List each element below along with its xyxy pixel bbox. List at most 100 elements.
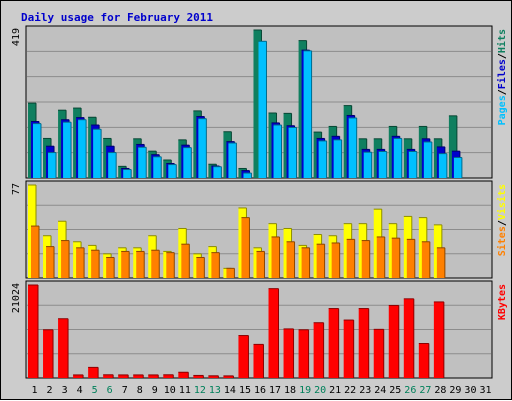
bar-pages — [123, 169, 132, 178]
bar-pages — [33, 123, 42, 178]
bar-kbytes — [103, 374, 114, 378]
x-tick-label: 14 — [224, 385, 236, 396]
bar-kbytes — [148, 374, 159, 378]
x-tick-label: 26 — [404, 385, 416, 396]
bar-kbytes — [163, 374, 174, 378]
bar-pages — [243, 172, 252, 178]
bar-pages — [213, 166, 222, 178]
x-tick-label: 30 — [464, 385, 476, 396]
bar-sites — [76, 247, 85, 278]
x-tick-label: 16 — [254, 385, 266, 396]
bar-pages — [333, 139, 343, 178]
legend-hits-files-pages: Pages/Files/Hits — [496, 29, 508, 125]
bar-pages — [273, 124, 283, 178]
bar-kbytes — [418, 342, 430, 378]
bar-sites — [181, 243, 190, 278]
x-tick-label: 9 — [152, 385, 158, 396]
x-tick-label: 6 — [107, 385, 113, 396]
bar-sites — [46, 246, 55, 278]
bar-pages — [423, 141, 433, 178]
bar-kbytes — [238, 335, 249, 378]
bar-sites — [166, 252, 175, 278]
bar-kbytes — [133, 374, 144, 378]
x-tick-label: 2 — [47, 385, 53, 396]
bar-kbytes — [43, 329, 54, 378]
legend-entry-hits: Hits — [496, 29, 508, 53]
bar-pages — [363, 151, 373, 178]
legend-entry-sites: Sites — [496, 226, 508, 256]
bar-sites — [241, 217, 250, 278]
bar-kbytes — [268, 288, 280, 378]
x-tick-label: 8 — [137, 385, 143, 396]
bar-pages — [258, 40, 267, 179]
bar-kbytes — [223, 375, 234, 378]
bar-kbytes — [328, 308, 340, 378]
x-tick-label: 22 — [344, 385, 356, 396]
bar-kbytes — [73, 374, 84, 378]
bar-pages — [78, 119, 87, 178]
bar-pages — [408, 151, 418, 178]
chart-title: Daily usage for February 2011 — [21, 11, 213, 24]
bar-pages — [153, 156, 162, 178]
bar-pages — [318, 140, 328, 178]
bar-pages — [63, 121, 72, 178]
bar-kbytes — [28, 284, 39, 378]
bar-pages — [183, 147, 192, 178]
x-tick-label: 17 — [269, 385, 281, 396]
bar-sites — [196, 256, 205, 278]
bar-pages — [168, 164, 177, 178]
bar-pages — [288, 126, 298, 178]
bar-sites — [106, 256, 115, 278]
bar-pages — [348, 117, 358, 178]
legend-kbytes: KBytes — [497, 284, 508, 320]
bars-visits-sites — [28, 184, 446, 278]
x-tick-label: 20 — [314, 385, 326, 396]
bar-sites — [391, 237, 401, 278]
x-tick-label: 11 — [179, 385, 191, 396]
x-tick-label: 15 — [239, 385, 251, 396]
bar-sites — [121, 250, 130, 278]
bar-sites — [286, 241, 296, 278]
bar-sites — [361, 240, 371, 278]
x-tick-label: 5 — [92, 385, 98, 396]
legend-entry-pages: Pages — [497, 95, 508, 125]
legend-separator: / — [497, 220, 508, 226]
bar-sites — [436, 247, 446, 278]
bar-kbytes — [283, 328, 295, 378]
bar-sites — [316, 243, 326, 278]
bar-sites — [136, 250, 145, 278]
x-tick-label: 10 — [164, 385, 176, 396]
bar-pages — [438, 153, 448, 178]
bar-kbytes — [313, 322, 325, 378]
x-tick-label: 25 — [389, 385, 401, 396]
x-tick-label: 24 — [374, 385, 386, 396]
bar-pages — [198, 118, 207, 178]
y-max-label: 419 — [11, 28, 22, 46]
bar-kbytes — [298, 329, 310, 378]
legend-separator: / — [497, 53, 508, 59]
bar-pages — [378, 151, 388, 178]
x-tick-label: 19 — [299, 385, 311, 396]
x-tick-label: 4 — [77, 385, 83, 396]
legend-entry-visits: Visits — [496, 184, 508, 220]
bar-sites — [151, 249, 160, 278]
bar-pages — [303, 50, 313, 178]
bar-kbytes — [193, 374, 204, 378]
x-tick-label: 3 — [62, 385, 68, 396]
bar-pages — [93, 128, 102, 178]
bar-kbytes — [178, 371, 189, 378]
bar-sites — [91, 249, 100, 278]
bar-kbytes — [433, 301, 445, 378]
legend-entry-kbytes: KBytes — [497, 284, 508, 320]
bar-kbytes — [118, 374, 129, 378]
legend-entry-files: Files — [496, 59, 508, 89]
bar-kbytes — [88, 366, 99, 378]
bar-kbytes — [58, 318, 69, 378]
x-axis: 1 2 3 4 5 6 7 8 9 10 11 12 13 14 15 16 17 18 19 20 21 22 23 24 2… — [32, 385, 492, 396]
bar-pages — [108, 152, 117, 178]
bar-sites — [331, 242, 341, 278]
x-tick-label: 21 — [329, 385, 341, 396]
bar-kbytes — [208, 375, 219, 378]
